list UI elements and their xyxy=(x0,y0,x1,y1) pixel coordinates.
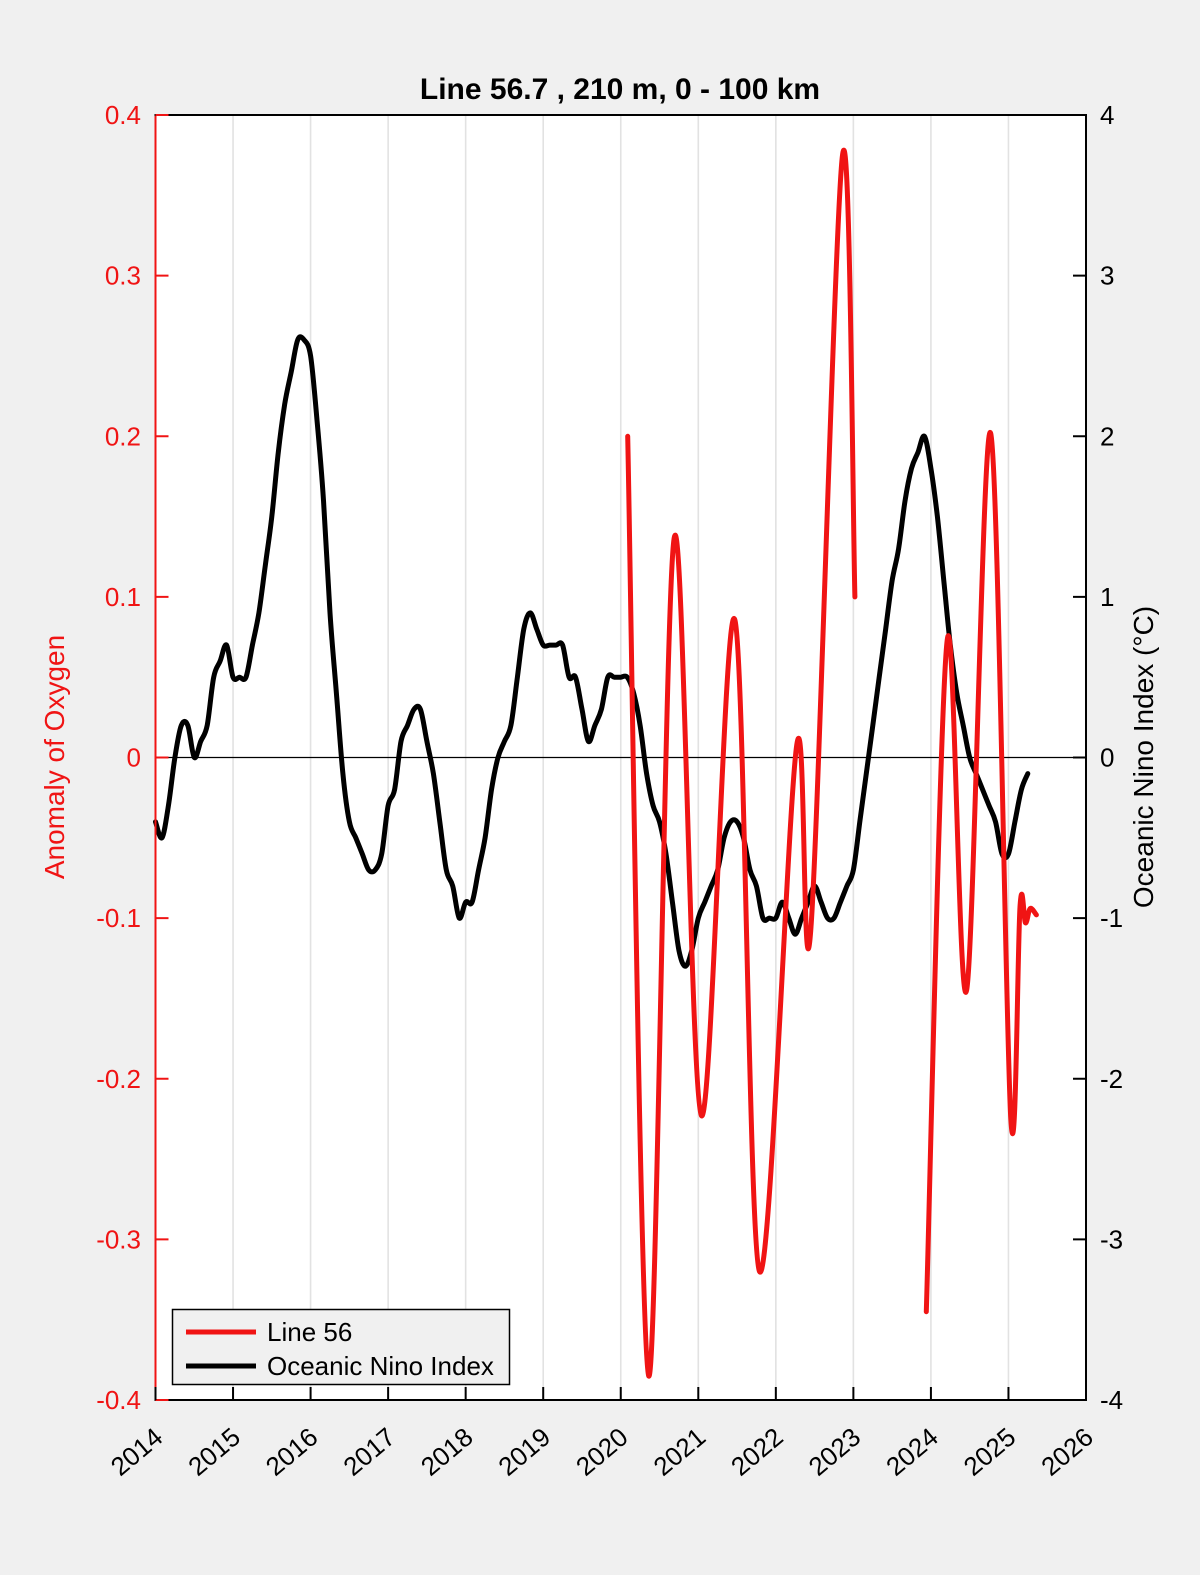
y-right-tick-label: -4 xyxy=(1100,1385,1123,1415)
y-right-tick-label: 0 xyxy=(1100,743,1114,773)
series-line-56 xyxy=(923,430,1039,1315)
x-tick-label: 2019 xyxy=(492,1422,556,1482)
y-left-tick-label: 0 xyxy=(127,743,141,773)
series-oceanic-nino-index xyxy=(153,334,1031,969)
y-left-tick-label: -0.4 xyxy=(96,1385,141,1415)
x-tick-label: 2026 xyxy=(1035,1422,1099,1482)
y-left-tick-label: 0.1 xyxy=(105,582,141,612)
y-right-axis-label: Oceanic Nino Index (°C) xyxy=(1128,606,1159,908)
y-left-tick-label: 0.4 xyxy=(105,100,141,130)
x-tick-label: 2023 xyxy=(803,1422,867,1482)
y-left-tick-label: 0.3 xyxy=(105,261,141,291)
x-tick-label: 2015 xyxy=(182,1422,246,1482)
y-left-tick-label: -0.1 xyxy=(96,903,141,933)
y-right-tick-label: -1 xyxy=(1100,903,1123,933)
y-right-tick-label: 3 xyxy=(1100,261,1114,291)
y-left-tick-label: -0.2 xyxy=(96,1064,141,1094)
x-tick-label: 2022 xyxy=(725,1422,789,1482)
legend: Line 56 Oceanic Nino Index xyxy=(171,1308,511,1386)
x-tick-label: 2020 xyxy=(570,1422,634,1482)
chart-layer: 0.4 0.3 0.2 0.1 0 -0.1 -0.2 -0.3 -0.4 4 3 2 1 0 -1 -2 -3… xyxy=(96,100,1123,1482)
x-tick-label: 2016 xyxy=(260,1422,324,1482)
legend-label-oni: Oceanic Nino Index xyxy=(267,1351,494,1381)
y-left-tick-label: 0.2 xyxy=(105,421,141,451)
series-line-56 xyxy=(625,148,858,1379)
legend-box xyxy=(171,1308,511,1386)
x-tick-label: 2018 xyxy=(415,1422,479,1482)
x-tick-label: 2025 xyxy=(958,1422,1022,1482)
y-right-tick-label: 1 xyxy=(1100,582,1114,612)
y-left-tick-label: -0.3 xyxy=(96,1224,141,1254)
y-left-axis-label: Anomaly of Oxygen xyxy=(39,635,70,879)
y-right-tick-label: 2 xyxy=(1100,421,1114,451)
chart-title: Line 56.7 , 210 m, 0 - 100 km xyxy=(420,73,820,106)
y-right-tick-label: -3 xyxy=(1100,1224,1123,1254)
x-tick-label: 2014 xyxy=(105,1422,169,1482)
x-tick-label: 2017 xyxy=(337,1422,401,1482)
y-right-tick-label: -2 xyxy=(1100,1064,1123,1094)
y-right-tick-label: 4 xyxy=(1100,100,1114,130)
legend-label-line56: Line 56 xyxy=(267,1317,352,1347)
x-tick-label: 2021 xyxy=(648,1422,712,1482)
x-tick-label: 2024 xyxy=(880,1422,944,1482)
